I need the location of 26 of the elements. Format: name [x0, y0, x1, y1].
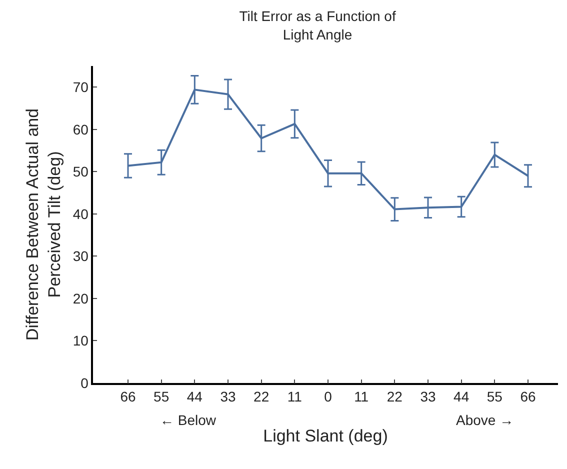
y-tick-label: 10 — [72, 332, 89, 349]
y-tick-label: 0 — [80, 374, 89, 391]
x-tick-label: 33 — [220, 388, 236, 405]
y-tick-label: 50 — [72, 164, 89, 180]
x-tick-label: 44 — [454, 388, 470, 405]
y-tick-label: 30 — [72, 248, 89, 264]
x-axis-title: Light Slant (deg) — [263, 426, 388, 446]
y-tick-label: 20 — [72, 290, 89, 306]
y-tick-label: 40 — [72, 206, 89, 222]
x-tick-label: 44 — [186, 388, 203, 405]
x-tick-label: 0 — [324, 388, 332, 405]
y-tick-label: 60 — [72, 121, 89, 138]
chart-title: Tilt Error as a Function of Light Angle — [239, 8, 396, 42]
x-tick-label: 66 — [520, 388, 536, 405]
x-tick-label: 55 — [486, 388, 503, 405]
text: Above → — [456, 412, 514, 428]
x-tick-label: 22 — [386, 388, 403, 405]
x-tick-label: 66 — [120, 388, 136, 405]
text: ← Below — [160, 412, 217, 428]
x-tick-label: 55 — [154, 388, 170, 405]
x-tick-label: 33 — [420, 388, 436, 405]
x-tick-label: 11 — [354, 388, 369, 405]
x-tick-label: 11 — [287, 388, 302, 405]
x-tick-label: 22 — [254, 388, 270, 405]
y-tick-label: 70 — [72, 79, 89, 96]
y-axis-title: Difference Between Actual and Perceived Tilt (deg) — [22, 108, 64, 341]
